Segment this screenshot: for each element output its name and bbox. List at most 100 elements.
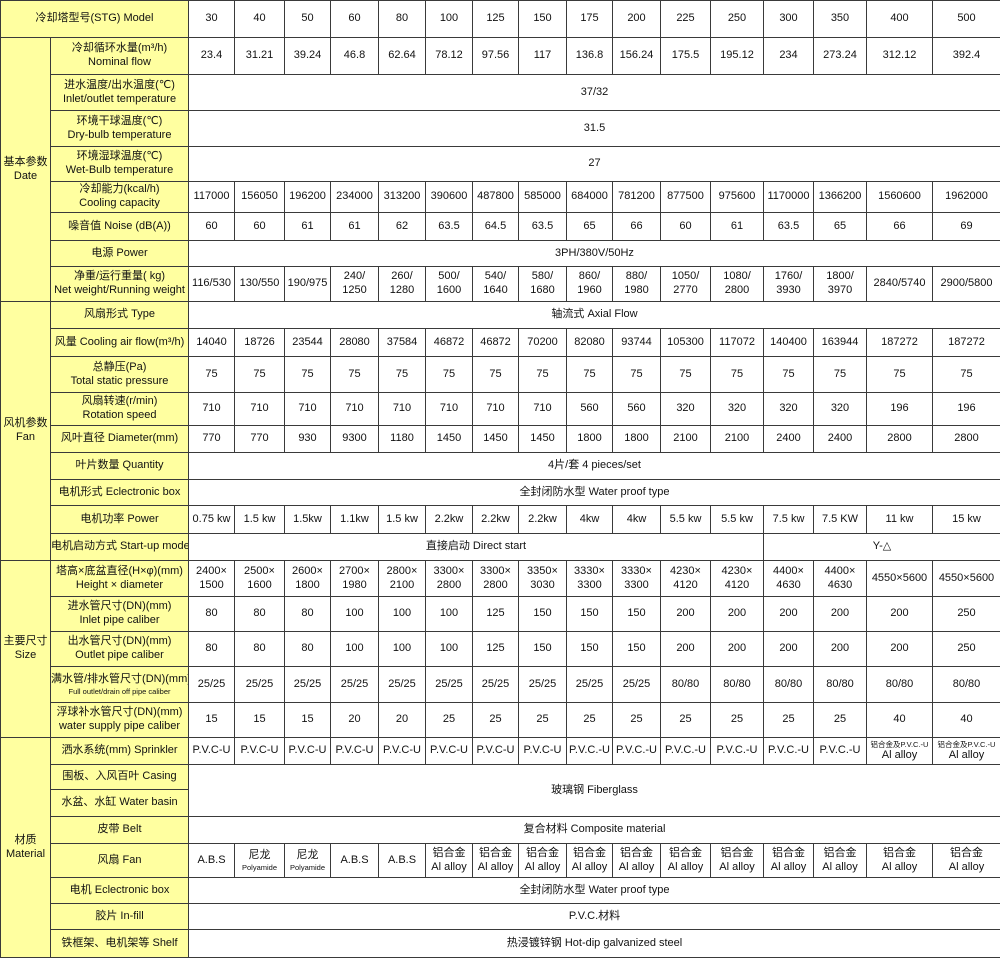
cell-line: 1280 [379,284,425,298]
cell-line: 1600 [235,579,284,593]
spec-value: 3330×3300 [567,561,613,597]
spec-value: 75 [711,357,764,393]
spec-value: 196 [933,393,1000,426]
cell-line: 4400× [764,565,813,579]
spec-merged-value: 全封闭防水型 Water proof type [189,878,1000,904]
spec-value: 200 [661,632,711,667]
spec-value: 25 [661,703,711,738]
cell-line: 3330× [613,565,660,579]
spec-value: 320 [711,393,764,426]
spec-value: 1.5 kw [379,506,426,534]
spec-value: 1366200 [814,182,867,213]
spec-value: 2500×1600 [235,561,285,597]
cell-line: 4230× [661,565,710,579]
cell-line: 铝合金及P.V.C.-U [867,740,932,749]
spec-value: 320 [764,393,814,426]
spec-value: 25/25 [426,667,473,703]
row-label: 净重/运行重量( kg)Net weight/Running weight [51,267,189,302]
spec-row: 浮球补水管尺寸(DN)(mm)water supply pipe caliber… [1,703,1000,738]
cell-line: 1250 [331,284,378,298]
spec-merged-value: 27 [189,147,1000,182]
spec-value: 710 [379,393,426,426]
cell-line: 860/ [567,270,612,284]
cell-line: 胶片 In-fill [51,910,188,924]
spec-value: 2800 [933,426,1000,453]
spec-value: 75 [867,357,933,393]
spec-value: A.B.S [189,844,235,878]
cell-line: 1800/ [814,270,866,284]
spec-value: 60 [235,213,285,241]
spec-value: 75 [933,357,1000,393]
cell-line: 2100 [379,579,425,593]
cell-line: 洒水系统(mm) Sprinkler [51,744,188,758]
spec-value: 175.5 [661,38,711,75]
cell-line: 3300 [613,579,660,593]
spec-value: 2400 [764,426,814,453]
spec-value: 770 [235,426,285,453]
spec-value: P.V.C-U [189,738,235,765]
spec-value: 150 [613,597,661,632]
spec-value: 46872 [473,329,519,357]
spec-value: 312.12 [867,38,933,75]
spec-merged-value: 轴流式 Axial Flow [189,302,1000,329]
spec-value: 1.5kw [285,506,331,534]
spec-value: 25 [764,703,814,738]
row-label: 环境干球温度(℃)Dry-bulb temperature [51,111,189,147]
cell-line: Full outlet/drain off pipe caliber [51,687,188,696]
model-column-header: 150 [519,1,567,38]
row-label: 电机 Eclectronic box [51,878,189,904]
spec-merged-value: 4片/套 4 pieces/set [189,453,1000,480]
spec-value: 69 [933,213,1000,241]
model-column-header: 100 [426,1,473,38]
spec-value: 150 [519,632,567,667]
spec-value: 46.8 [331,38,379,75]
cell-line: 净重/运行重量( kg) [51,270,188,284]
spec-value: 100 [379,597,426,632]
cell-line: 冷却能力(kcal/h) [51,183,188,197]
cell-line: Al alloy [814,861,866,875]
spec-value: 23544 [285,329,331,357]
spec-value: 260/1280 [379,267,426,302]
spec-value: 2900/5800 [933,267,1000,302]
spec-value: 100 [331,632,379,667]
spec-value: 200 [711,632,764,667]
spec-value: 25/25 [379,667,426,703]
spec-value: 1080/2800 [711,267,764,302]
spec-value: 15 kw [933,506,1000,534]
spec-value: 4400×4630 [814,561,867,597]
model-column-header: 50 [285,1,331,38]
spec-value: 200 [711,597,764,632]
spec-value: 20 [331,703,379,738]
cell-line: Fan [1,431,50,445]
spec-value: 80 [285,597,331,632]
cell-line: 铝合金及P.V.C.-U [933,740,1000,749]
row-label: 电源 Power [51,241,189,267]
spec-value: 31.21 [235,38,285,75]
spec-value: 125 [473,597,519,632]
cell-line: Height × diameter [51,579,188,593]
spec-value: P.V.C.-U [764,738,814,765]
cell-line: Al alloy [661,861,710,875]
spec-value: 75 [661,357,711,393]
spec-value: 15 [189,703,235,738]
spec-value: 46872 [426,329,473,357]
spec-value: 37584 [379,329,426,357]
spec-value: 200 [661,597,711,632]
cell-line: 3300 [567,579,612,593]
spec-value: P.V.C-U [519,738,567,765]
cell-line: 塔高×底盆直径(H×φ)(mm) [51,565,188,579]
spec-value: 97.56 [473,38,519,75]
spec-value: 116/530 [189,267,235,302]
spec-value: 7.5 kw [764,506,814,534]
